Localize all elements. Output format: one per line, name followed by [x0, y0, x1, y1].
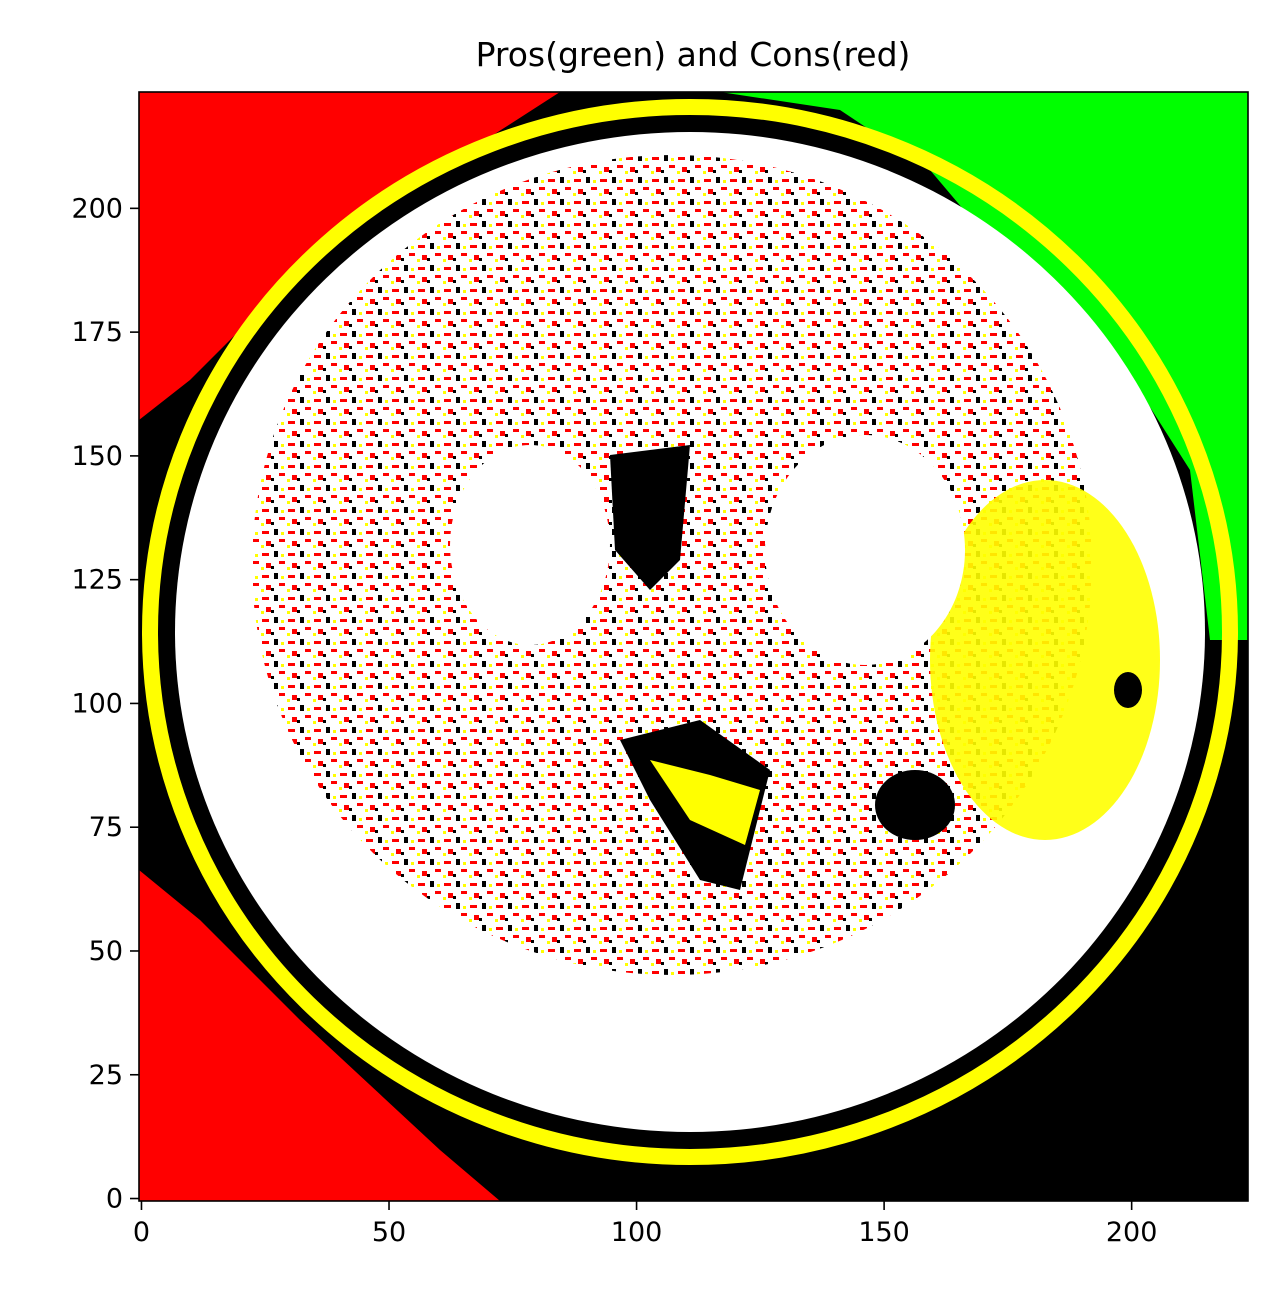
- x-tick-label: 200: [1106, 1217, 1158, 1248]
- x-tick-label: 150: [858, 1217, 910, 1248]
- x-axis: 0 50 100 150 200: [133, 1201, 1158, 1248]
- ventricle-upper: [610, 445, 690, 590]
- y-tick-label: 150: [71, 441, 123, 472]
- bright-region-left: [450, 445, 610, 645]
- highlight-region: [930, 480, 1160, 840]
- bright-region-right: [765, 435, 965, 665]
- y-tick-label: 75: [89, 812, 123, 843]
- y-tick-label: 125: [71, 565, 123, 596]
- chart-title: Pros(green) and Cons(red): [476, 35, 911, 74]
- y-tick-label: 175: [71, 317, 123, 348]
- y-tick-label: 50: [89, 936, 123, 967]
- heatmap-image: [139, 92, 1248, 1201]
- y-tick-label: 0: [106, 1184, 123, 1215]
- y-tick-label: 100: [71, 688, 123, 719]
- x-tick-label: 100: [611, 1217, 663, 1248]
- outer-scalp-ring: [142, 99, 1238, 1165]
- y-tick-label: 25: [89, 1060, 123, 1091]
- dark-spot-right: [875, 770, 955, 840]
- y-axis: 0 25 50 75 100 125 150 175 200: [71, 193, 139, 1215]
- x-tick-label: 50: [372, 1217, 406, 1248]
- dark-spot-far-right: [1114, 672, 1142, 708]
- plot-frame: [138, 91, 1249, 1202]
- cons-region-bottom-left: [139, 870, 500, 1201]
- y-tick-label: 200: [71, 193, 123, 224]
- x-tick-label: 0: [133, 1217, 150, 1248]
- pros-region-top-right: [720, 92, 1248, 640]
- ventricle-lower-highlight: [650, 760, 760, 845]
- cons-region-top-left: [139, 92, 560, 420]
